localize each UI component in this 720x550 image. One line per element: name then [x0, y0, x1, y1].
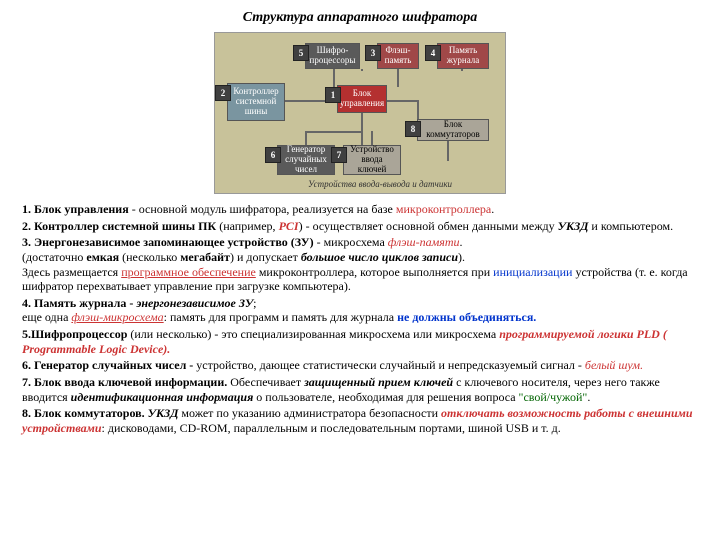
friend-foe-term: "свой/чужой" [519, 390, 588, 404]
item-1-head: 1. Блок управления [22, 202, 129, 216]
diagram-badge-6: 6 [265, 147, 281, 163]
diagram-node-8: Блок коммутаторов [417, 119, 489, 141]
diagram-badge-2: 2 [215, 85, 231, 101]
item-2-head: 2. Контроллер системной шины ПК [22, 219, 216, 233]
item-6-head: 6. Генератор случайных чисел - [22, 358, 196, 372]
ukzd-term: УКЗД [558, 219, 589, 233]
item-3: 3. Энергонезависимое запоминающее устрой… [22, 235, 698, 294]
diagram-edge [361, 113, 363, 145]
microcontroller-term: микроконтроллера [396, 202, 491, 216]
flash-chip-term: флэш-микросхема [71, 310, 163, 324]
item-8-head: 8. Блок коммутаторов. [22, 406, 148, 420]
diagram-badge-5: 5 [293, 45, 309, 61]
item-1: 1. Блок управления - основной модуль шиф… [22, 202, 698, 217]
diagram-node-7: Устройство ввода ключей [343, 145, 401, 175]
diagram-badge-7: 7 [331, 147, 347, 163]
item-6: 6. Генератор случайных чисел - устройств… [22, 358, 698, 373]
page-title: Структура аппаратного шифратора [0, 10, 720, 26]
no-merge-term: не должны объединяться. [397, 310, 536, 324]
diagram-edge [361, 69, 363, 71]
diagram-badge-3: 3 [365, 45, 381, 61]
diagram-node-4: Память журнала [437, 43, 489, 69]
white-noise-term: белый шум. [585, 358, 643, 372]
diagram-edge [333, 69, 335, 71]
item-5-head: 5.Шифропроцессор [22, 327, 127, 341]
diagram-node-6: Генератор случайных чисел [277, 145, 335, 175]
init-term: инициализации [493, 265, 572, 279]
ident-info-term: идентификационная информация [71, 390, 254, 404]
diagram-edge [305, 131, 307, 145]
item-8: 8. Блок коммутаторов. УКЗД может по указ… [22, 406, 698, 435]
diagram-node-2: Контроллер системной шины [227, 83, 285, 121]
diagram-edge [371, 131, 373, 145]
diagram-footer: Устройства ввода-вывода и датчики [275, 179, 485, 189]
diagram-container: Контроллер системной шины2 Шифро-процессо… [0, 32, 720, 194]
block-diagram: Контроллер системной шины2 Шифро-процессо… [214, 32, 506, 194]
diagram-edge [417, 100, 419, 120]
pci-term: PCI [279, 219, 299, 233]
item-5: 5.Шифропроцессор (или несколько) - это с… [22, 327, 698, 356]
diagram-edge [333, 69, 335, 87]
diagram-badge-4: 4 [425, 45, 441, 61]
diagram-edge [447, 141, 449, 161]
item-4-head: 4. Память журнала - [22, 296, 136, 310]
diagram-edge [305, 131, 361, 133]
diagram-edge [397, 69, 399, 87]
item-2: 2. Контроллер системной шины ПК (наприме… [22, 219, 698, 234]
item-3-head: 3. Энергонезависимое запоминающее устрой… [22, 235, 314, 249]
diagram-edge [387, 100, 417, 102]
diagram-node-3: Флэш-память [377, 43, 419, 69]
item-7-head: 7. Блок ввода ключевой информации. [22, 375, 227, 389]
item-7: 7. Блок ввода ключевой информации. Обесп… [22, 375, 698, 404]
diagram-badge-1: 1 [325, 87, 341, 103]
description-list: 1. Блок управления - основной модуль шиф… [0, 202, 720, 435]
diagram-node-1: Блок управления [337, 85, 387, 113]
secure-keys-term: защищенный прием ключей [304, 375, 453, 389]
diagram-node-5: Шифро-процессоры [305, 43, 360, 69]
diagram-badge-8: 8 [405, 121, 421, 137]
software-term: программное обеспечение [121, 265, 256, 279]
diagram-edge [461, 69, 463, 71]
flash-term: флэш-памяти [388, 235, 460, 249]
item-4: 4. Память журнала - энергонезависимое ЗУ… [22, 296, 698, 325]
